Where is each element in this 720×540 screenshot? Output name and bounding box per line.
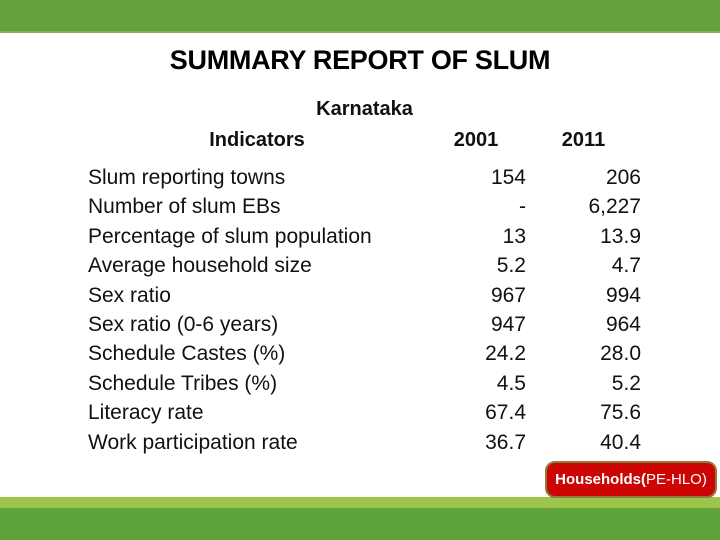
row-value-2001: 4.5 (496, 371, 526, 395)
table-header-row: Indicators 2001 2011 (88, 127, 641, 153)
bottom-bar-highlight (0, 497, 720, 508)
row-label: Number of slum EBs (88, 195, 281, 219)
row-label: Work participation rate (88, 430, 298, 454)
row-value-2001: 67.4 (485, 401, 526, 425)
row-value-2011: 206 (605, 166, 641, 189)
row-label: Sex ratio (88, 283, 171, 307)
table-row: Schedule Tribes (%) 4.5 5.2 (88, 369, 641, 398)
row-label: Schedule Tribes (%) (88, 371, 278, 395)
summary-table: Karnataka Indicators 2001 2011 Slum repo… (88, 97, 641, 457)
column-header-2011: 2011 (561, 129, 606, 151)
table-row: Percentage of slum population 13 13.9 (88, 222, 641, 251)
table-row: Sex ratio (0-6 years) 947 964 (88, 310, 641, 339)
row-label: Sex ratio (0-6 years) (88, 312, 279, 336)
row-value-2011: 75.6 (600, 401, 641, 425)
table-row: Work participation rate 36.7 40.4 (88, 428, 641, 457)
households-badge[interactable]: Households(PE-HLO) (545, 461, 717, 498)
row-value-2001: 154 (490, 166, 526, 189)
row-label: Percentage of slum population (88, 224, 372, 248)
row-value-2011: 28.0 (600, 342, 641, 366)
table-row: Literacy rate 67.4 75.6 (88, 398, 641, 427)
row-value-2011: 5.2 (611, 371, 641, 395)
row-value-2011: 6,227 (588, 195, 641, 219)
row-label: Slum reporting towns (88, 166, 286, 189)
row-label: Average household size (88, 254, 312, 278)
row-value-2011: 4.7 (611, 254, 641, 278)
table-row: Number of slum EBs - 6,227 (88, 192, 641, 221)
table-row: Sex ratio 967 994 (88, 281, 641, 310)
bottom-bar (0, 497, 720, 540)
region-label: Karnataka (316, 98, 413, 120)
row-value-2001: 24.2 (485, 342, 526, 366)
row-label: Literacy rate (88, 401, 204, 425)
row-value-2011: 994 (605, 283, 641, 307)
table-row: Slum reporting towns 154 206 (88, 163, 641, 192)
row-value-2001: - (519, 195, 526, 219)
column-header-indicators: Indicators (209, 129, 305, 151)
column-header-2001: 2001 (453, 129, 499, 151)
row-label: Schedule Castes (%) (88, 342, 286, 366)
table-row: Schedule Castes (%) 24.2 28.0 (88, 339, 641, 368)
row-value-2001: 36.7 (485, 430, 526, 454)
badge-label-regular: PE-HLO) (646, 471, 707, 488)
row-value-2011: 964 (605, 312, 641, 336)
row-value-2001: 947 (490, 312, 526, 336)
row-value-2001: 5.2 (496, 254, 526, 278)
table-row: Average household size 5.2 4.7 (88, 251, 641, 280)
top-bar (0, 0, 720, 33)
row-value-2011: 13.9 (600, 224, 641, 248)
page-title: SUMMARY REPORT OF SLUM (169, 45, 551, 75)
table-body: Slum reporting towns 154 206 Number of s… (88, 163, 641, 457)
badge-label-bold: Households( (555, 471, 646, 488)
row-value-2011: 40.4 (600, 430, 641, 454)
row-value-2001: 967 (490, 283, 526, 307)
row-value-2001: 13 (502, 224, 526, 248)
